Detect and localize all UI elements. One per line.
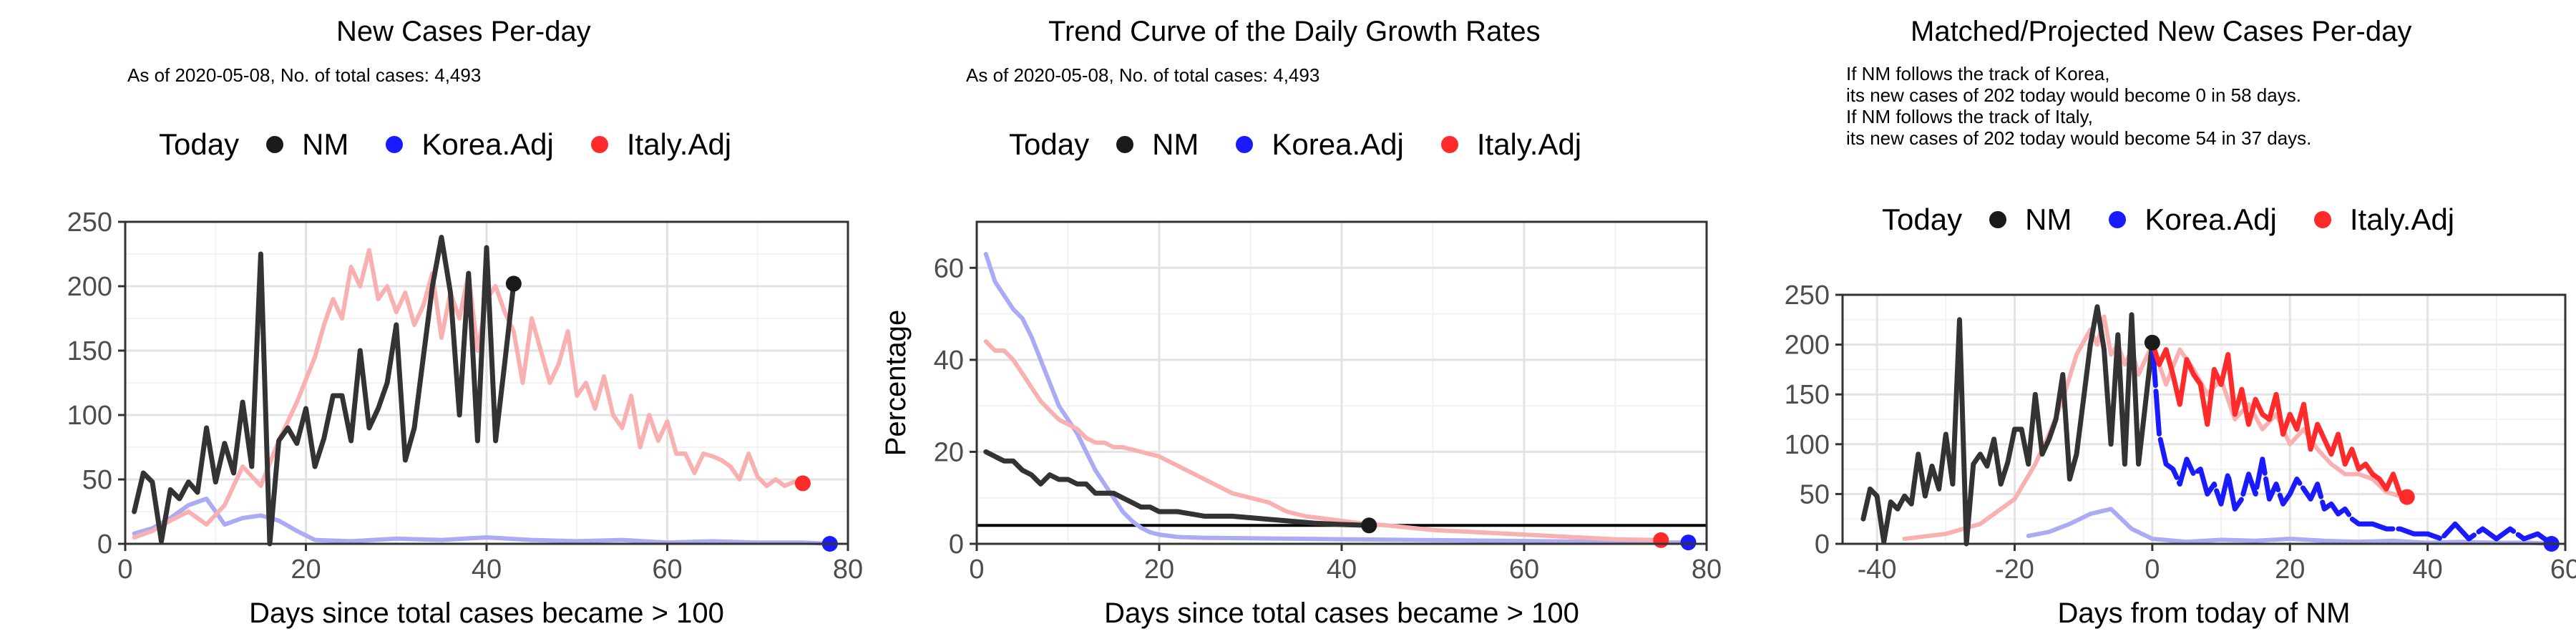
x-tick-label: 60 xyxy=(1509,555,1539,585)
grid xyxy=(975,222,1708,545)
chart-plot-growth-rates: 0 20 40 60 80 0 20 40 60 Days since total cases b… xyxy=(880,220,1722,629)
today-point-italy-adj xyxy=(2399,489,2415,505)
y-tick-label: 200 xyxy=(67,272,112,302)
panel-new-cases: New Cases Per-day As of 2020-05-08, No. … xyxy=(0,0,864,644)
legend-key-korea xyxy=(386,136,404,153)
chart-subtitle: As of 2020-05-08, No. of total cases: 4,… xyxy=(127,64,482,86)
today-point-italy-adj xyxy=(794,475,811,492)
y-axis-title: Percentage xyxy=(880,310,912,457)
y-tick-label: 250 xyxy=(1785,280,1830,311)
y-tick-label: 250 xyxy=(67,208,112,238)
x-axis-title: Days from today of NM xyxy=(2057,597,2350,629)
x-tick-label: 40 xyxy=(2412,555,2442,585)
series-line-italy-adj xyxy=(132,248,805,540)
y-tick-label: 150 xyxy=(1785,380,1830,410)
chart-legend: Today NM Korea.Adj Italy.Adj xyxy=(1009,127,1619,162)
x-tick-label: 80 xyxy=(833,555,863,585)
chart-title: Trend Curve of the Daily Growth Rates xyxy=(1048,16,1541,47)
legend-label-nm: NM xyxy=(302,127,349,161)
today-point-nm xyxy=(2144,334,2160,351)
y-tick-label: 0 xyxy=(97,530,112,560)
chart-legend: Today NM Korea.Adj Italy.Adj xyxy=(159,127,769,162)
y-tick-label: 200 xyxy=(1785,331,1830,361)
legend-key-nm xyxy=(1116,136,1134,153)
plot-frame xyxy=(1841,293,2567,545)
y-tick-label: 60 xyxy=(934,253,964,283)
series-line-italy-adj-projected xyxy=(2150,340,2410,500)
series-line-nm xyxy=(983,449,1372,528)
legend-key-italy xyxy=(590,136,608,153)
legend-key-nm xyxy=(1989,211,2007,228)
chart-plot-projected: -40 -20 0 20 40 60 0 50 100 150 200 250 Days from to… xyxy=(1785,280,2576,629)
y-tick-label: 100 xyxy=(67,401,112,431)
x-tick-label: 60 xyxy=(652,555,682,585)
chart-title: Matched/Projected New Cases Per-day xyxy=(1911,16,2412,47)
x-tick-label: 0 xyxy=(969,555,984,585)
x-axis-title: Days since total cases became > 100 xyxy=(249,597,724,629)
x-tick-label: 40 xyxy=(1327,555,1357,585)
legend-key-italy xyxy=(2313,211,2331,228)
x-tick-label: 60 xyxy=(2550,555,2576,585)
y-tick-label: 40 xyxy=(934,346,964,376)
chart-subtitle: As of 2020-05-08, No. of total cases: 4,… xyxy=(966,64,1320,86)
panel-growth-rates: Trend Curve of the Daily Growth Rates As… xyxy=(859,0,1722,644)
series-line-italy-adj xyxy=(983,339,1664,542)
legend-label-italy: Italy.Adj xyxy=(1476,127,1582,161)
chart-title: New Cases Per-day xyxy=(336,16,591,47)
x-axis-title: Days since total cases became > 100 xyxy=(1104,597,1579,629)
x-tick-label: 80 xyxy=(1692,555,1722,585)
legend-title: Today xyxy=(1882,203,1963,236)
legend-label-italy: Italy.Adj xyxy=(626,127,732,161)
y-tick-label: 100 xyxy=(1785,430,1830,460)
y-tick-label: 50 xyxy=(1800,479,1830,509)
legend-key-nm xyxy=(266,136,284,153)
x-tick-label: 40 xyxy=(472,555,502,585)
legend-label-nm: NM xyxy=(2025,203,2072,236)
legend-key-italy xyxy=(1440,136,1458,153)
today-point-italy-adj xyxy=(1653,532,1669,548)
y-tick-label: 150 xyxy=(67,336,112,366)
legend-title: Today xyxy=(1009,127,1090,161)
series-line-korea-adj xyxy=(983,252,1691,545)
x-tick-label: 0 xyxy=(117,555,132,585)
series-line-nm xyxy=(132,235,517,547)
legend-label-korea: Korea.Adj xyxy=(2145,203,2277,236)
chart-subtitle: If NM follows the track of Korea, its ne… xyxy=(1846,63,2312,149)
y-tick-label: 0 xyxy=(1815,530,1830,560)
grid xyxy=(1843,293,2567,545)
legend-key-korea xyxy=(2109,211,2127,228)
series-line-korea-adj xyxy=(132,497,832,546)
x-tick-label: 20 xyxy=(2275,555,2305,585)
y-tick-label: 20 xyxy=(934,437,964,467)
chart-plot-new-cases: 0 20 40 60 80 0 50 100 150 200 250 Days since total… xyxy=(67,208,864,629)
x-tick-label: -20 xyxy=(1995,555,2034,585)
x-tick-label: 20 xyxy=(291,555,321,585)
today-point-korea-adj xyxy=(1680,535,1697,551)
x-tick-label: -40 xyxy=(1858,555,1897,585)
legend-label-korea: Korea.Adj xyxy=(421,127,554,161)
legend-key-korea xyxy=(1236,136,1254,153)
legend-title: Today xyxy=(159,127,240,161)
today-point-nm xyxy=(505,275,522,292)
series-line-nm xyxy=(1860,304,2155,547)
series-line-korea-adj-history xyxy=(2026,507,2554,546)
x-tick-label: 0 xyxy=(2145,555,2160,585)
legend-label-nm: NM xyxy=(1152,127,1199,161)
x-tick-label: 20 xyxy=(1144,555,1174,585)
legend-label-korea: Korea.Adj xyxy=(1272,127,1404,161)
y-tick-label: 50 xyxy=(82,465,112,495)
y-tick-label: 0 xyxy=(949,530,964,560)
legend-label-italy: Italy.Adj xyxy=(2349,203,2455,236)
chart-legend: Today NM Korea.Adj Italy.Adj xyxy=(1882,203,2492,237)
panel-projected: Matched/Projected New Cases Per-day If N… xyxy=(1717,0,2576,644)
series-line-korea-adj-projected xyxy=(2150,340,2555,547)
today-point-nm xyxy=(1361,517,1377,534)
